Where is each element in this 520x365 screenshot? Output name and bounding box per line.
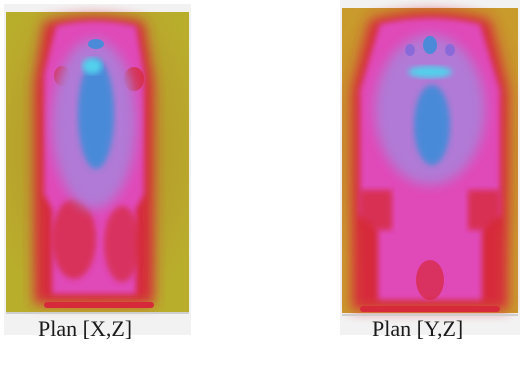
- heatmap-yz-image: [340, 0, 520, 335]
- caption-plan-yz: Plan [Y,Z]: [372, 316, 464, 341]
- blue-top-xz: [88, 39, 104, 49]
- violet-right-yz: [445, 44, 455, 56]
- blue-top-yz: [423, 36, 437, 54]
- blue-yz: [414, 85, 450, 165]
- blue-xz: [78, 59, 114, 169]
- blotch-xz-1: [52, 199, 96, 279]
- blotch-yz-2: [468, 190, 500, 230]
- heatmap-panel-yz: [340, 0, 520, 335]
- caption-plan-xz: Plan [X,Z]: [38, 316, 133, 341]
- heatmap-panel-xz: [4, 4, 191, 335]
- blotch-yz-3: [416, 260, 444, 300]
- violet-left-yz: [405, 44, 415, 56]
- cyan-yz: [408, 66, 452, 78]
- base-yz: [360, 306, 500, 312]
- baseline-xz: [6, 312, 189, 314]
- blotch-xz-2: [104, 206, 140, 282]
- baseline-yz: [342, 314, 518, 316]
- heatmap-xz-image: [4, 4, 191, 335]
- base-xz: [44, 302, 154, 308]
- cyan-xz: [82, 58, 102, 74]
- blotch-yz-1: [360, 190, 392, 230]
